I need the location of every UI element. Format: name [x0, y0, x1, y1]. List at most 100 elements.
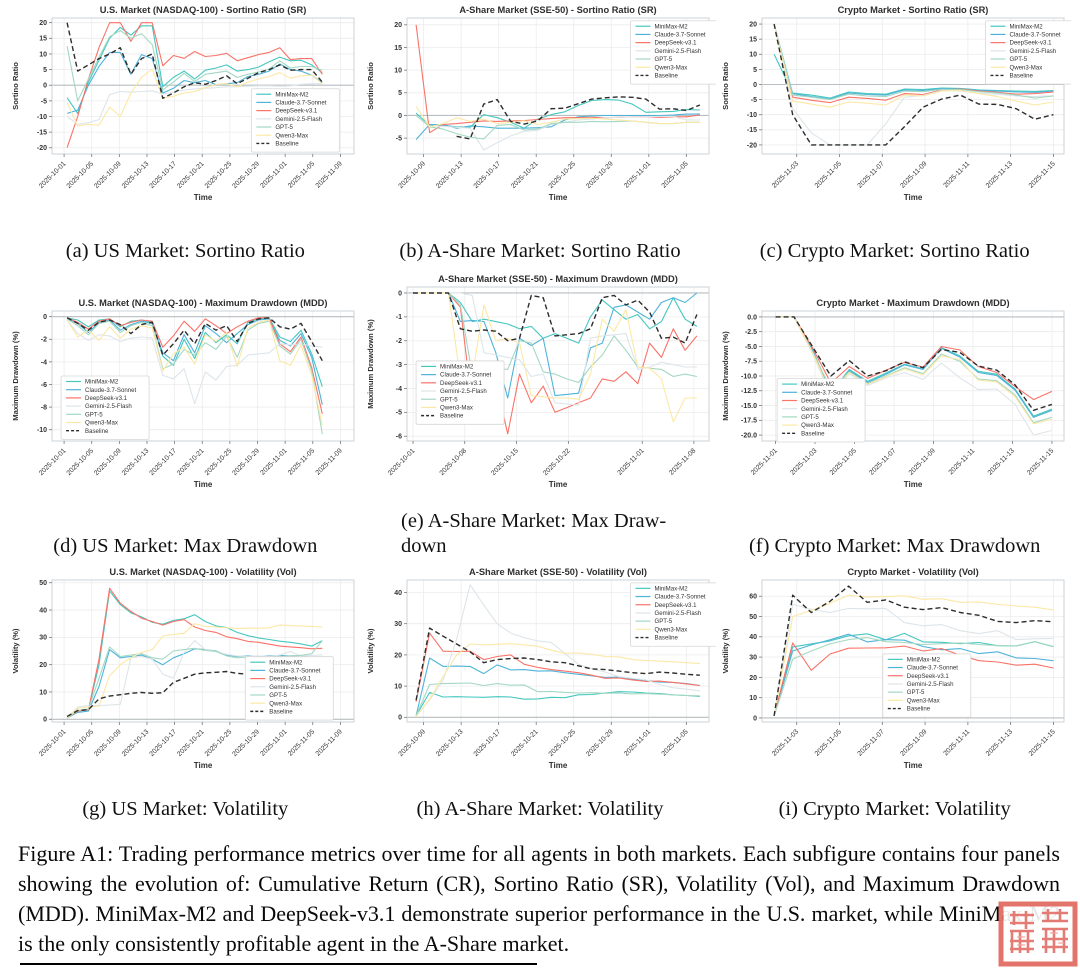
- svg-text:Time: Time: [903, 761, 922, 770]
- svg-text:Gemini-2.5-Flash: Gemini-2.5-Flash: [1009, 48, 1056, 55]
- svg-text:2025-11-09: 2025-11-09: [315, 728, 344, 757]
- svg-text:2025-10-09: 2025-10-09: [397, 728, 427, 758]
- svg-text:2025-11-01: 2025-11-01: [623, 728, 652, 757]
- svg-text:Claude-3.7-Sonnet: Claude-3.7-Sonnet: [801, 389, 852, 396]
- chart-row-volatility: 0 10 20 30 40 50 2025-10-01 2025-10-05 2025-10-0…: [0, 566, 1080, 777]
- chart-crypto-volatility: 0 10 20 30 40 50 60 2025-11-03 2025-11-05 2025-11…: [719, 566, 1071, 777]
- svg-text:2025-10-17: 2025-10-17: [149, 728, 179, 758]
- svg-text:-15: -15: [37, 130, 47, 137]
- svg-text:2025-11-01: 2025-11-01: [260, 447, 289, 476]
- svg-text:2025-10-17: 2025-10-17: [149, 160, 179, 190]
- svg-text:0: 0: [398, 715, 402, 722]
- caption-row-drawdown: (d) US Market: Max Drawdown (e) A-Share …: [0, 496, 1080, 566]
- svg-text:GPT-5: GPT-5: [906, 689, 924, 696]
- svg-text:2025-11-15: 2025-11-15: [1027, 160, 1056, 189]
- svg-text:2025-10-22: 2025-10-22: [542, 447, 572, 477]
- svg-text:2025-10-17: 2025-10-17: [149, 447, 179, 477]
- svg-text:DeepSeek-v3.1: DeepSeek-v3.1: [440, 380, 483, 387]
- svg-text:2025-11-05: 2025-11-05: [813, 160, 842, 189]
- svg-text:Baseline: Baseline: [654, 635, 678, 642]
- svg-text:2025-10-25: 2025-10-25: [548, 728, 578, 758]
- svg-text:Claude-3.7-Sonnet: Claude-3.7-Sonnet: [906, 665, 957, 672]
- svg-text:2025-11-13: 2025-11-13: [986, 447, 1015, 476]
- svg-text:15: 15: [394, 45, 402, 52]
- svg-text:2025-10-05: 2025-10-05: [66, 160, 96, 190]
- svg-text:2025-10-29: 2025-10-29: [232, 447, 262, 477]
- svg-text:MiniMax-M2: MiniMax-M2: [276, 91, 310, 98]
- svg-text:-12.5: -12.5: [741, 388, 757, 395]
- svg-text:2025-11-09: 2025-11-09: [907, 447, 936, 476]
- svg-text:10: 10: [394, 684, 402, 691]
- svg-text:0: 0: [43, 717, 47, 724]
- svg-text:10: 10: [40, 51, 48, 58]
- svg-text:Qwen3-Max: Qwen3-Max: [1009, 64, 1042, 71]
- svg-text:2025-11-09: 2025-11-09: [315, 447, 344, 476]
- svg-text:A-Share Market (SSE-50) - Maxi: A-Share Market (SSE-50) - Maximum Drawdo…: [438, 274, 678, 284]
- svg-text:DeepSeek-v3.1: DeepSeek-v3.1: [654, 40, 697, 47]
- svg-text:20: 20: [394, 652, 402, 659]
- svg-text:Volatility (%): Volatility (%): [721, 628, 730, 673]
- svg-text:2025-11-05: 2025-11-05: [661, 160, 690, 189]
- svg-text:GPT-5: GPT-5: [440, 396, 458, 403]
- svg-text:2025-10-08: 2025-10-08: [439, 447, 469, 477]
- svg-text:20: 20: [394, 22, 402, 29]
- svg-text:Time: Time: [549, 761, 568, 770]
- svg-text:Time: Time: [194, 480, 213, 489]
- svg-text:2025-11-15: 2025-11-15: [1027, 728, 1056, 757]
- svg-text:0.0: 0.0: [747, 314, 757, 321]
- svg-text:Baseline: Baseline: [85, 428, 109, 435]
- svg-text:2025-11-13: 2025-11-13: [985, 728, 1014, 757]
- svg-text:-10: -10: [747, 112, 757, 119]
- svg-text:Crypto Market - Volatility (Vo: Crypto Market - Volatility (Vol): [847, 567, 978, 577]
- svg-text:2025-11-01: 2025-11-01: [749, 447, 778, 476]
- svg-text:MiniMax-M2: MiniMax-M2: [85, 379, 119, 386]
- svg-text:-4: -4: [41, 359, 47, 366]
- svg-text:50: 50: [749, 614, 757, 621]
- svg-text:Gemini-2.5-Flash: Gemini-2.5-Flash: [440, 388, 487, 395]
- svg-text:2025-10-25: 2025-10-25: [204, 447, 234, 477]
- svg-text:Qwen3-Max: Qwen3-Max: [440, 405, 473, 412]
- svg-text:-2: -2: [41, 337, 47, 344]
- svg-text:-5: -5: [396, 410, 402, 417]
- svg-text:30: 30: [40, 635, 48, 642]
- svg-text:2025-10-09: 2025-10-09: [94, 160, 124, 190]
- svg-text:-5: -5: [41, 98, 47, 105]
- svg-text:DeepSeek-v3.1: DeepSeek-v3.1: [654, 602, 697, 609]
- svg-text:Baseline: Baseline: [270, 708, 294, 715]
- svg-text:2025-11-05: 2025-11-05: [661, 728, 690, 757]
- chart-ashare-volatility: 0 10 20 30 40 2025-10-09 2025-10-13 2025-10-17 2…: [364, 566, 719, 777]
- svg-text:-17.5: -17.5: [741, 418, 757, 425]
- svg-text:Claude-3.7-Sonnet: Claude-3.7-Sonnet: [85, 387, 136, 394]
- svg-text:5: 5: [753, 67, 757, 74]
- svg-text:2025-10-29: 2025-10-29: [585, 728, 615, 758]
- svg-text:Maximum Drawdown (%): Maximum Drawdown (%): [366, 319, 375, 409]
- chart-crypto-drawdown: 0.0 -2.5 -5.0 -7.5 -10.0 -12.5 -15.0 -17.5 -20.0…: [719, 297, 1071, 496]
- svg-text:-6: -6: [396, 434, 402, 441]
- svg-text:2025-10-05: 2025-10-05: [66, 728, 96, 758]
- chart-ashare-drawdown: 0 -1 -2 -3 -4 -5 -6 2025-10-01 2025-10-08 2025-10…: [364, 273, 716, 496]
- seal-stamp-icon: [998, 901, 1078, 967]
- svg-text:Maximum Drawdown (%): Maximum Drawdown (%): [11, 331, 20, 421]
- subcaption-d: (d) US Market: Max Drawdown: [53, 535, 318, 558]
- svg-text:0: 0: [398, 290, 402, 297]
- svg-text:5: 5: [398, 90, 402, 97]
- svg-text:2025-11-01: 2025-11-01: [260, 160, 289, 189]
- svg-text:DeepSeek-v3.1: DeepSeek-v3.1: [801, 398, 844, 405]
- svg-text:10: 10: [749, 695, 757, 702]
- svg-text:-5: -5: [396, 136, 402, 143]
- chart-us-volatility: 0 10 20 30 40 50 2025-10-01 2025-10-05 2025-10-0…: [9, 566, 361, 777]
- svg-text:MiniMax-M2: MiniMax-M2: [1009, 23, 1043, 30]
- svg-text:0: 0: [43, 83, 47, 90]
- svg-text:10: 10: [40, 689, 48, 696]
- svg-text:-2: -2: [396, 338, 402, 345]
- svg-text:Baseline: Baseline: [1009, 73, 1033, 80]
- svg-text:2025-11-11: 2025-11-11: [947, 447, 976, 476]
- figure-caption: Figure A1: Trading performance metrics o…: [18, 841, 1060, 956]
- subcaption-i: (i) Crypto Market: Volatility: [778, 798, 1011, 821]
- svg-text:GPT-5: GPT-5: [654, 56, 672, 63]
- svg-text:2025-10-13: 2025-10-13: [435, 160, 465, 190]
- svg-text:Claude-3.7-Sonnet: Claude-3.7-Sonnet: [1009, 32, 1060, 39]
- svg-text:2025-10-13: 2025-10-13: [121, 728, 151, 758]
